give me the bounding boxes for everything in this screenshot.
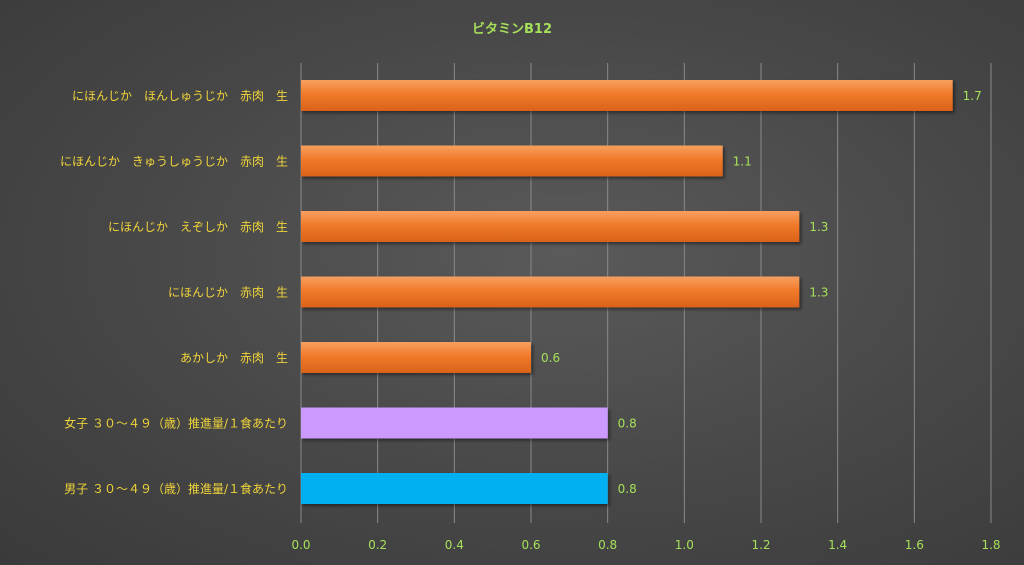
bar (301, 276, 800, 308)
bar (301, 145, 723, 177)
category-label: あかしか 赤肉 生 (180, 351, 288, 365)
category-label: 男子 ３０～４９（歳）推進量/１食あたり (64, 481, 288, 496)
category-label: にほんじか ほんしゅうじか 赤肉 生 (72, 89, 288, 103)
bars (301, 80, 953, 504)
bar (301, 342, 531, 373)
data-label: 0.8 (618, 482, 637, 496)
x-tick-label: 0.0 (291, 538, 310, 552)
data-label: 0.8 (618, 417, 637, 431)
data-labels: 1.7 1.1 1.3 1.3 0.6 0.8 0.8 (541, 89, 982, 496)
category-label: にほんじか えぞしか 赤肉 生 (108, 220, 288, 234)
bar (301, 211, 800, 242)
bar (301, 407, 608, 439)
x-tick-label: 1.8 (981, 538, 1000, 552)
x-tick-label: 0.4 (445, 538, 464, 552)
x-axis-tick-labels: 0.0 0.2 0.4 0.6 0.8 1.0 1.2 1.4 1.6 1.8 (291, 538, 1000, 552)
x-tick-label: 1.4 (828, 538, 847, 552)
x-tick-label: 0.2 (368, 538, 387, 552)
category-label: にほんじか 赤肉 生 (168, 286, 288, 300)
chart-title: ビタミンB12 (472, 21, 552, 37)
category-label: 女子 ３０～４９（歳）推進量/１食あたり (64, 416, 288, 431)
bar (301, 473, 608, 504)
data-label: 1.3 (809, 286, 828, 300)
x-tick-label: 0.6 (521, 538, 540, 552)
data-label: 1.1 (733, 155, 752, 169)
data-label: 0.6 (541, 351, 560, 365)
category-label: にほんじか きゅうしゅうじか 赤肉 生 (60, 155, 288, 169)
x-tick-label: 1.0 (675, 538, 694, 552)
data-label: 1.3 (809, 220, 828, 234)
x-tick-label: 1.2 (751, 538, 770, 552)
data-label: 1.7 (963, 89, 982, 103)
x-tick-label: 0.8 (598, 538, 617, 552)
x-tick-label: 1.6 (905, 538, 924, 552)
bar (301, 80, 953, 111)
